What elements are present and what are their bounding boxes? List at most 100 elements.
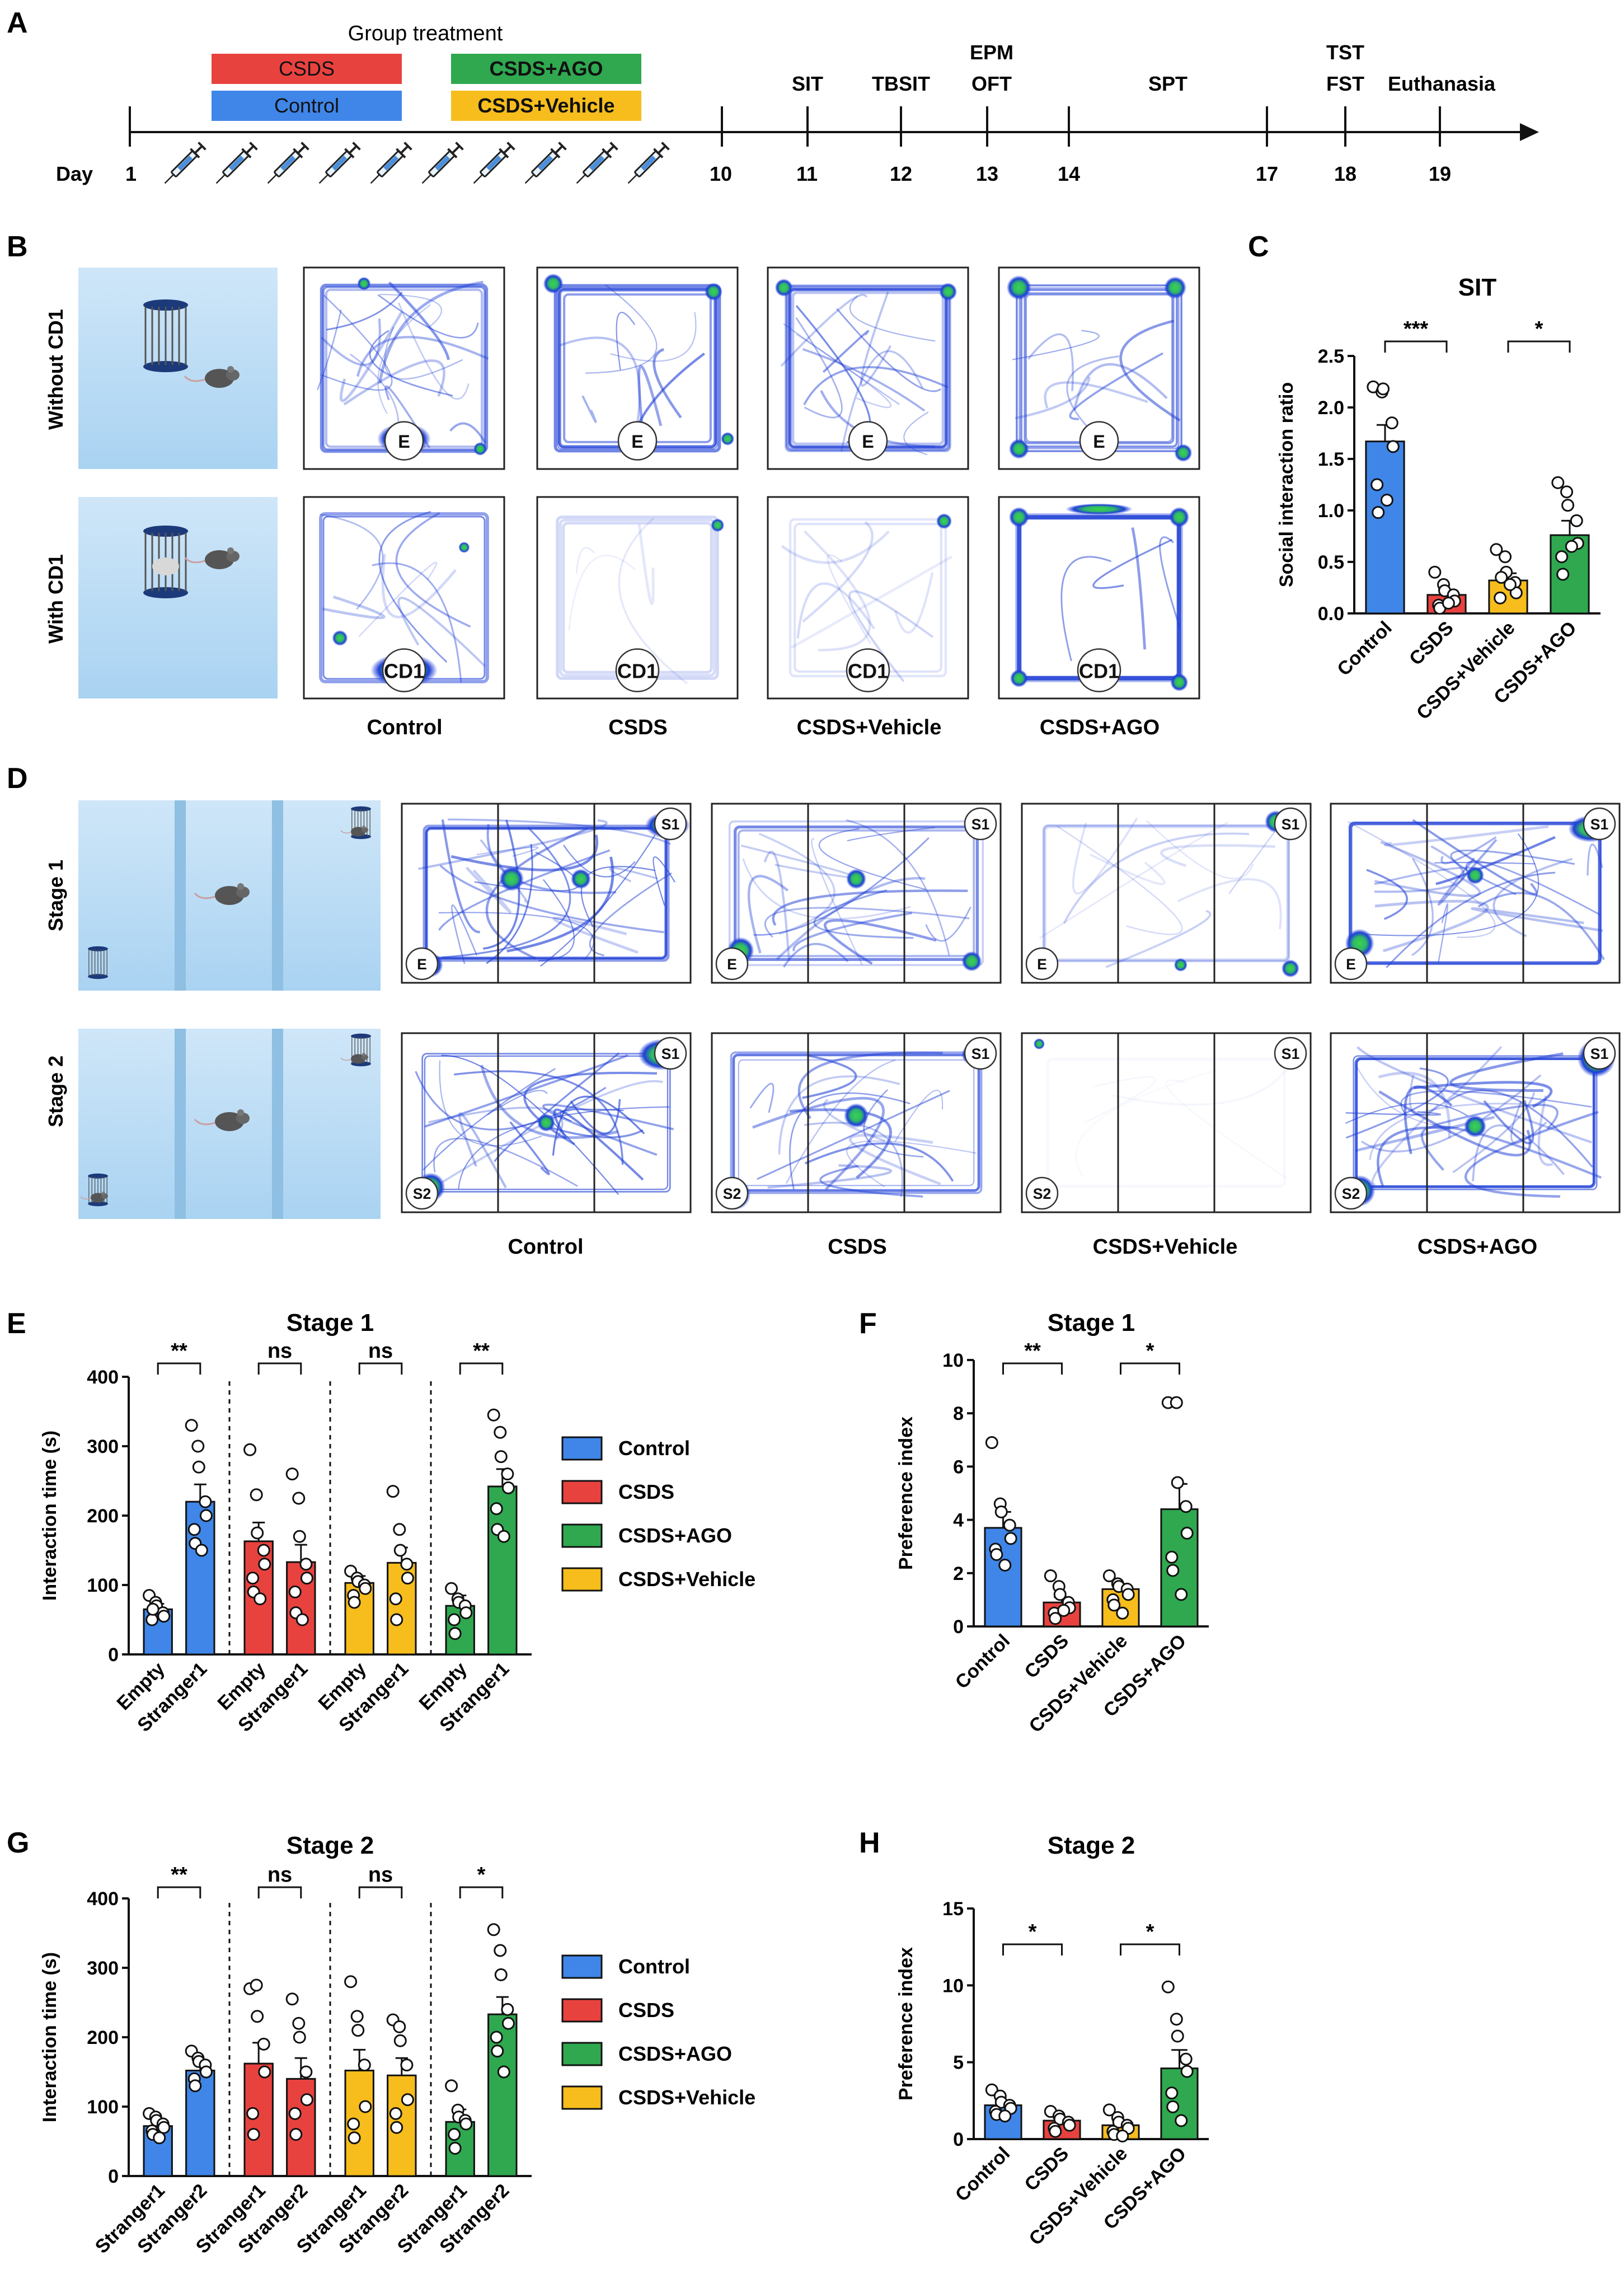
- legend-swatch: [561, 1954, 603, 1979]
- data-point: [448, 2128, 461, 2141]
- data-point: [293, 2031, 306, 2044]
- significance-label: *: [1535, 317, 1543, 341]
- data-point: [243, 1443, 257, 1456]
- y-axis-label: Social interaction ratio: [1276, 382, 1297, 588]
- panel-label-h: H: [859, 1827, 880, 1859]
- significance-label: *: [477, 1863, 486, 1887]
- day-12: 12: [890, 162, 912, 185]
- data-point: [400, 1558, 414, 1571]
- day-19: 19: [1429, 162, 1451, 185]
- data-point: [1116, 2130, 1129, 2143]
- data-point: [247, 2128, 260, 2141]
- heatmap-hotspot: [705, 283, 723, 301]
- heatmap-arena: [401, 1032, 692, 1213]
- data-point: [1495, 571, 1508, 584]
- data-point: [1503, 578, 1517, 591]
- data-point: [1565, 540, 1578, 553]
- data-point: [185, 1419, 198, 1432]
- day-18: 18: [1334, 162, 1357, 185]
- group-label-b-control: Control: [367, 716, 442, 739]
- y-tick-label: 6: [953, 1456, 964, 1478]
- heatmap-hotspot: [357, 276, 371, 290]
- data-point: [351, 2024, 365, 2037]
- data-point: [199, 2065, 213, 2079]
- y-tick-label: 200: [87, 2027, 119, 2048]
- day-10: 10: [710, 162, 732, 185]
- data-point: [998, 2109, 1012, 2123]
- legend-label: CSDS: [618, 1999, 674, 2022]
- data-point: [1170, 1396, 1183, 1409]
- data-point: [1561, 499, 1575, 512]
- data-point: [487, 1923, 500, 1936]
- zone-label-cd1: CD1: [1079, 659, 1119, 682]
- significance-bracket: [157, 1362, 201, 1375]
- significance-label: ns: [267, 1863, 292, 1887]
- data-point: [393, 2020, 406, 2033]
- data-point: [1165, 1550, 1179, 1564]
- significance-bracket: [1120, 1362, 1180, 1375]
- significance-bracket: [1002, 1362, 1063, 1375]
- chart-f: Stage 1 Preference index 0 2 4 6 8 10 Control CSD…: [895, 1309, 1209, 1737]
- y-tick-label: 0: [108, 2166, 119, 2187]
- event-oft: OFT: [971, 72, 1012, 95]
- legend-swatch: [561, 1436, 603, 1461]
- legend-label: CSDS+Vehicle: [618, 1568, 755, 1591]
- data-point: [1063, 2118, 1076, 2132]
- zone-label-s2: S2: [413, 1185, 431, 1202]
- heatmap-hotspot: [846, 869, 866, 889]
- event-euthanasia: Euthanasia: [1388, 72, 1496, 95]
- zone-label-cd1: CD1: [848, 659, 888, 682]
- y-tick-label: 8: [953, 1403, 964, 1424]
- data-point: [400, 2058, 414, 2072]
- zone-label-s1: S1: [971, 1045, 990, 1062]
- heatmap-hotspot: [844, 1103, 869, 1128]
- data-point: [146, 1602, 159, 1616]
- schematic-stage2: [78, 1029, 381, 1219]
- data-point: [348, 1596, 361, 1609]
- svg-text:CSDS: CSDS: [279, 57, 335, 80]
- data-point: [1555, 550, 1569, 564]
- y-tick-label: 0: [953, 1616, 964, 1638]
- data-point: [295, 1613, 309, 1626]
- data-point: [289, 2128, 303, 2141]
- day-labels: Day 1 10 11 12 13 14 17 18 19: [56, 162, 1451, 185]
- panel-label-c: C: [1248, 231, 1269, 263]
- heatmap-hotspot: [1010, 669, 1028, 687]
- zone-label-empty: E: [862, 432, 874, 452]
- data-point: [292, 2017, 306, 2030]
- zone-label-empty: E: [1037, 956, 1047, 973]
- data-point: [199, 1509, 213, 1522]
- chart-e: Stage 1 Interaction time (s) 0 100 200 300 400…: [39, 1309, 532, 1736]
- svg-text:CSDS+Vehicle: CSDS+Vehicle: [477, 94, 614, 117]
- legend-swatch: [561, 1523, 603, 1548]
- data-point: [359, 1582, 372, 1595]
- heatmaps-d: E S1 E S1 E S1 E S1 S2 S1 S2 S1 S2 S1 S2 S1: [401, 803, 1621, 1213]
- heatmap-hotspot: [332, 630, 348, 646]
- y-tick-label: 200: [87, 1506, 119, 1527]
- bar: [487, 1485, 518, 1656]
- y-tick-label: 300: [87, 1958, 119, 1979]
- x-tick-label: CSDS: [1020, 1630, 1073, 1683]
- heatmap-hotspot: [936, 513, 952, 529]
- heatmap-arena: [1021, 803, 1312, 984]
- data-point: [445, 1582, 458, 1595]
- y-axis-label: Interaction time (s): [39, 1431, 60, 1601]
- data-point: [299, 1558, 313, 1571]
- group-label-b-csds-vehicle: CSDS+Vehicle: [797, 716, 942, 739]
- data-point: [985, 2083, 998, 2097]
- event-epm: EPM: [970, 41, 1013, 64]
- data-point: [501, 2003, 514, 2016]
- x-tick-label: CSDS+Vehicle: [1025, 1630, 1132, 1737]
- zone-label-s1: S1: [661, 1045, 680, 1062]
- data-point: [401, 1572, 414, 1585]
- data-point: [1494, 591, 1507, 604]
- data-point: [300, 2093, 313, 2107]
- data-point: [1107, 1598, 1121, 1612]
- zone-label-s1: S1: [1282, 816, 1300, 833]
- group-treatment-title: Group treatment: [348, 22, 503, 45]
- chart-g: Stage 2 Interaction time (s) 0 100 200 300 400…: [39, 1832, 532, 2258]
- heatmap-hotspot: [1464, 1115, 1486, 1138]
- group-label-d-csds-vehicle: CSDS+Vehicle: [1093, 1235, 1238, 1259]
- y-axis-label: Preference index: [895, 1947, 917, 2100]
